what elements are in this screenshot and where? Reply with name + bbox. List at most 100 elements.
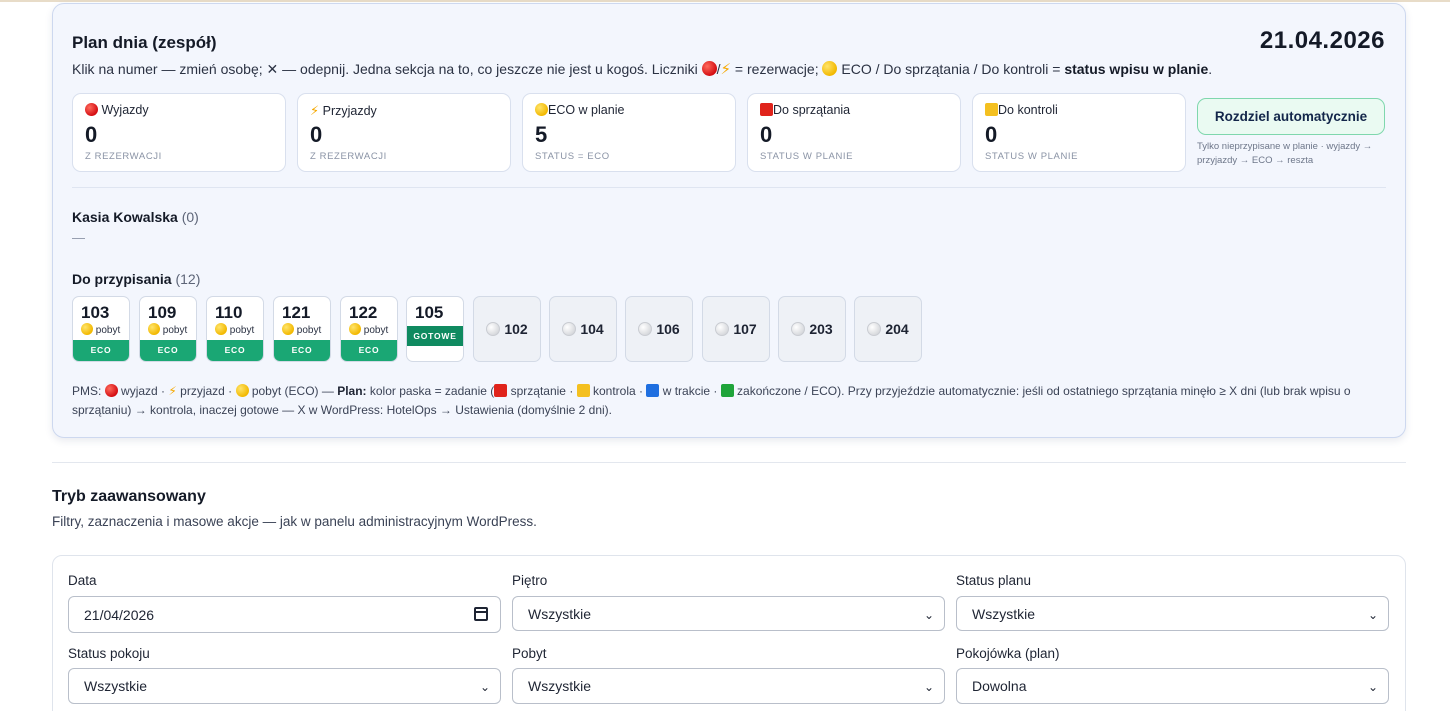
room-tile[interactable]: 106 bbox=[625, 296, 693, 362]
room-number: 103 bbox=[81, 303, 110, 322]
room-tile[interactable]: 204 bbox=[854, 296, 922, 362]
calendar-icon[interactable] bbox=[474, 607, 488, 621]
lightning-icon: ⚡ bbox=[168, 384, 177, 398]
stat-card-to-inspect: Do kontroli 0 STATUS W PLANIE bbox=[972, 93, 1186, 172]
room-number: 104 bbox=[580, 321, 604, 337]
auto-assign-note: Tylko nieprzypisane w planie · wyjazdy →… bbox=[1197, 141, 1373, 166]
room-stay: pobyt bbox=[162, 325, 188, 336]
plan-status-value: Wszystkie bbox=[972, 605, 1035, 622]
legend-plan-text: kolor paska = zadanie ( bbox=[366, 384, 495, 398]
filters-card: Data 21/04/2026 Piętro Wszystkie ⌄ Statu… bbox=[52, 555, 1406, 711]
room-tile[interactable]: 203 bbox=[778, 296, 846, 362]
plan-date: 21.04.2026 bbox=[1259, 27, 1385, 54]
person-empty: — bbox=[72, 230, 85, 245]
room-number: 109 bbox=[148, 303, 177, 322]
room-stay: pobyt bbox=[296, 325, 322, 336]
unassigned-count: (12) bbox=[175, 271, 201, 287]
maid-value: Dowolna bbox=[972, 678, 1027, 694]
room-stay: pobyt bbox=[363, 325, 389, 336]
yellow-square-icon bbox=[985, 103, 998, 116]
stat-label: Przyjazdy bbox=[322, 104, 377, 118]
stay-select[interactable]: Wszystkie ⌄ bbox=[512, 668, 945, 704]
stat-value: 0 bbox=[985, 122, 998, 147]
floor-label: Piętro bbox=[512, 573, 548, 588]
desc-end: . bbox=[1208, 61, 1213, 77]
divider bbox=[72, 187, 1386, 188]
stat-sub: STATUS = ECO bbox=[535, 151, 610, 162]
room-stay: pobyt bbox=[229, 325, 255, 336]
room-status-bar: ECO bbox=[207, 340, 263, 361]
red-circle-icon bbox=[701, 61, 717, 76]
grey-circle-icon bbox=[486, 322, 501, 336]
legend-zakonczone: zakończone / ECO). Przy przyjeździe auto… bbox=[72, 384, 1351, 417]
chevron-down-icon: ⌄ bbox=[479, 680, 490, 694]
room-number: 122 bbox=[349, 303, 378, 322]
person-count: (0) bbox=[181, 209, 199, 225]
room-status-bar: ECO bbox=[140, 340, 196, 361]
stat-value: 0 bbox=[760, 122, 773, 147]
desc-text-1: Klik na numer — zmień osobę; ✕ — odepnij… bbox=[72, 61, 702, 77]
stat-label: ECO w planie bbox=[548, 103, 625, 117]
red-square-icon bbox=[494, 384, 508, 397]
room-tile[interactable]: 103 pobyt ECO bbox=[72, 296, 130, 362]
floor-select[interactable]: Wszystkie ⌄ bbox=[512, 596, 945, 631]
stat-value: 0 bbox=[85, 122, 98, 147]
room-status-bar: ECO bbox=[274, 340, 330, 361]
room-number: 107 bbox=[733, 321, 757, 337]
grey-circle-icon bbox=[791, 322, 806, 336]
room-status-bar: ECO bbox=[73, 340, 129, 361]
grey-circle-icon bbox=[562, 322, 577, 336]
room-tile[interactable]: 122 pobyt ECO bbox=[340, 296, 398, 362]
advanced-subtitle: Filtry, zaznaczenia i masowe akcje — jak… bbox=[52, 514, 537, 529]
lightning-icon: ⚡ bbox=[720, 61, 732, 78]
date-label: Data bbox=[68, 573, 97, 588]
maid-select[interactable]: Dowolna ⌄ bbox=[956, 668, 1389, 704]
plan-status-select[interactable]: Wszystkie ⌄ bbox=[956, 596, 1389, 631]
unassigned-header: Do przypisania (12) bbox=[72, 271, 200, 287]
day-plan-card: Plan dnia (zespół) 21.04.2026 Klik na nu… bbox=[52, 3, 1406, 438]
stat-card-departures: Wyjazdy 0 Z REZERWACJI bbox=[72, 93, 286, 172]
room-number: 105 bbox=[415, 303, 444, 322]
yellow-circle-icon bbox=[349, 323, 361, 335]
room-status-bar: ECO bbox=[341, 340, 397, 361]
stat-sub: Z REZERWACJI bbox=[85, 151, 162, 162]
room-tile[interactable]: 107 bbox=[702, 296, 770, 362]
legend-sprzatanie: sprzątanie · bbox=[507, 384, 577, 398]
stay-label: Pobyt bbox=[512, 646, 547, 661]
desc-text-4: ECO / Do sprzątania / Do kontroli = bbox=[837, 61, 1065, 77]
legend: PMS: wyjazd · ⚡ przyjazd · pobyt (ECO) —… bbox=[72, 382, 1392, 420]
chevron-down-icon: ⌄ bbox=[1367, 608, 1378, 622]
room-tile[interactable]: 104 bbox=[549, 296, 617, 362]
grey-circle-icon bbox=[867, 322, 882, 336]
auto-assign-button[interactable]: Rozdziel automatycznie bbox=[1197, 98, 1385, 135]
room-number: 102 bbox=[504, 321, 528, 337]
room-tile[interactable]: 102 bbox=[473, 296, 541, 362]
legend-pobyt: pobyt (ECO) — bbox=[248, 384, 338, 398]
room-number: 110 bbox=[215, 303, 243, 322]
yellow-circle-icon bbox=[148, 323, 160, 335]
person-name: Kasia Kowalska bbox=[72, 209, 178, 225]
room-tile[interactable]: 105 GOTOWE bbox=[406, 296, 464, 362]
legend-kontrola: kontrola · bbox=[589, 384, 647, 398]
page-title: Plan dnia (zespół) bbox=[72, 33, 217, 52]
yellow-square-icon bbox=[576, 384, 590, 397]
room-status-select[interactable]: Wszystkie ⌄ bbox=[68, 668, 501, 704]
stat-card-eco: ECO w planie 5 STATUS = ECO bbox=[522, 93, 736, 172]
room-status-label: Status pokoju bbox=[68, 646, 150, 661]
yellow-circle-icon bbox=[215, 323, 227, 335]
stat-sub: STATUS W PLANIE bbox=[760, 151, 854, 162]
room-tile[interactable]: 110 pobyt ECO bbox=[206, 296, 264, 362]
red-square-icon bbox=[760, 103, 773, 116]
room-tile[interactable]: 121 pobyt ECO bbox=[273, 296, 331, 362]
date-input[interactable]: 21/04/2026 bbox=[68, 596, 501, 633]
desc-text-3: = rezerwacje; bbox=[731, 61, 823, 77]
maid-label: Pokojówka (plan) bbox=[956, 646, 1060, 661]
lightning-icon: ⚡ bbox=[310, 103, 320, 118]
grey-circle-icon bbox=[715, 322, 730, 336]
chevron-down-icon: ⌄ bbox=[1367, 680, 1378, 694]
room-number: 106 bbox=[656, 321, 680, 337]
room-status-value: Wszystkie bbox=[84, 678, 147, 694]
stay-value: Wszystkie bbox=[528, 678, 591, 694]
room-tile[interactable]: 109 pobyt ECO bbox=[139, 296, 197, 362]
red-circle-icon bbox=[85, 103, 98, 116]
